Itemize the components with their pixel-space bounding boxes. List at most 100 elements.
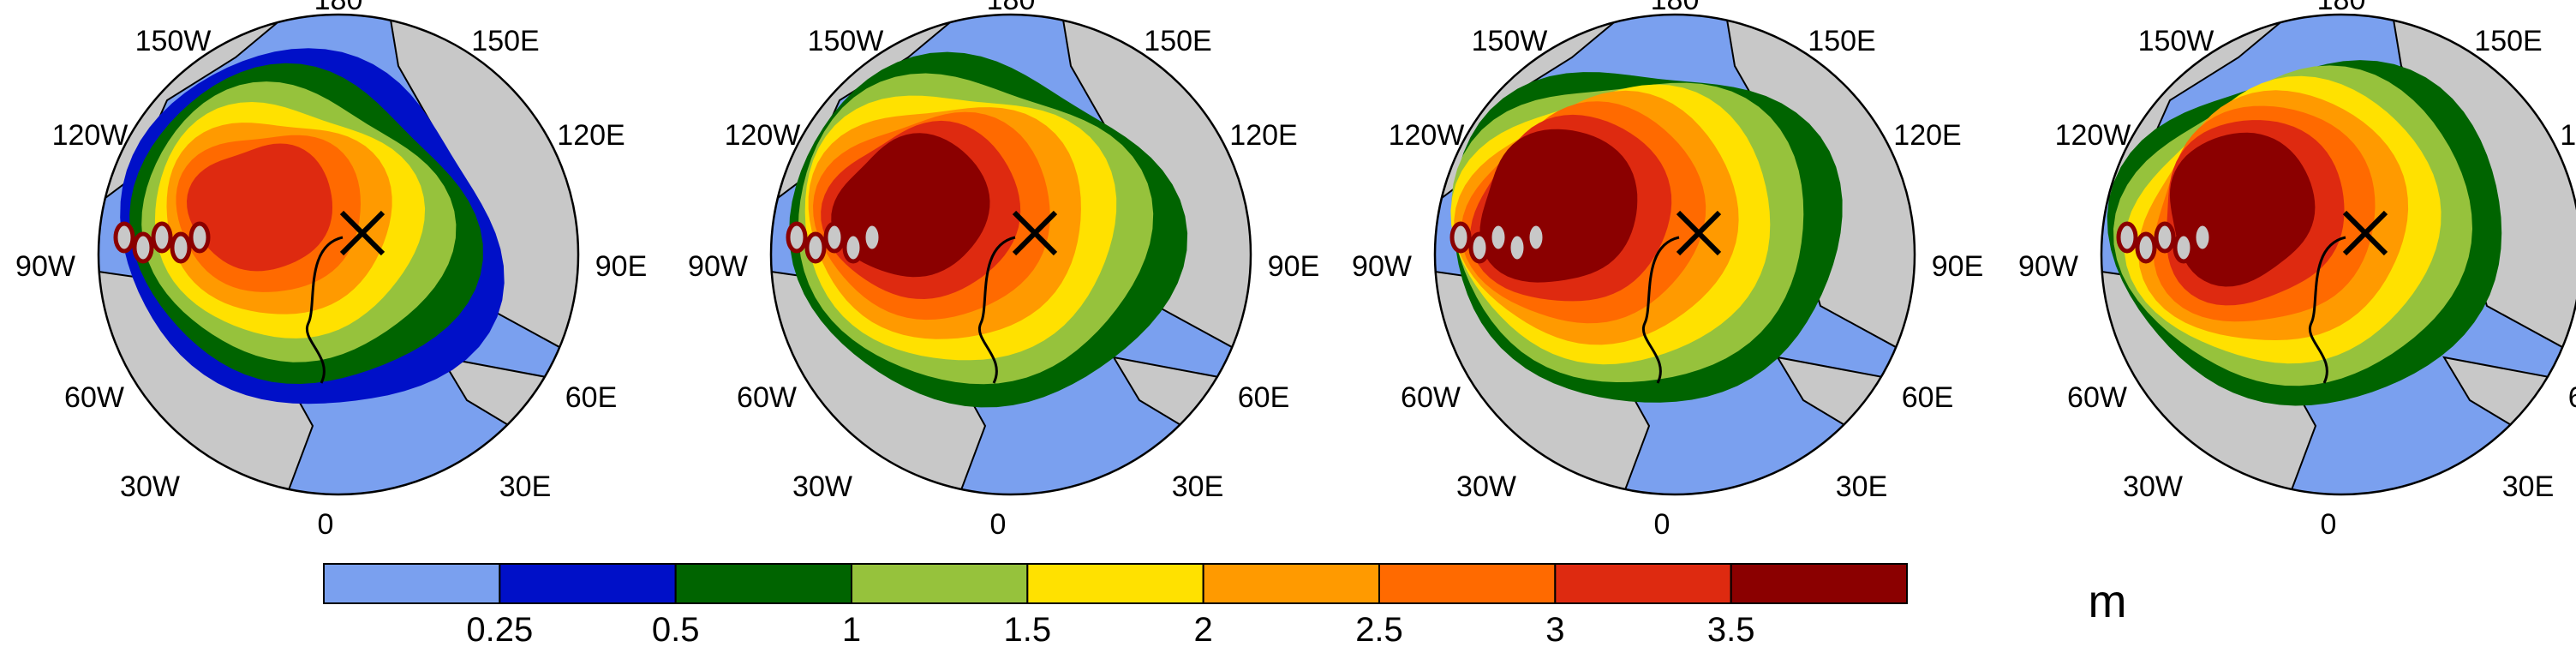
longitude-label: 90W: [688, 250, 748, 283]
archipelago-island: [1487, 221, 1509, 254]
colorbar-tick-label: 1.5: [1004, 611, 1052, 649]
longitude-label: 0: [1654, 508, 1671, 541]
longitude-label: 30W: [792, 470, 852, 503]
longitude-label: 150W: [1472, 25, 1548, 57]
colorbar-swatch: [1026, 563, 1204, 604]
colorbar: 0.25 0.5 1 1.5 2 2.5 3 3.5 m: [323, 563, 2127, 649]
archipelago-island: [2116, 221, 2138, 254]
colorbar-tick-label: 2.5: [1355, 611, 1403, 649]
longitude-label: 120W: [1389, 119, 1465, 152]
longitude-label: 60W: [2067, 381, 2127, 414]
colorbar-tick-label: 0.5: [652, 611, 700, 649]
longitude-label: 150W: [808, 25, 884, 57]
drift-track: [977, 236, 1016, 384]
longitude-label: 120E: [1229, 119, 1297, 152]
colorbar-swatch: [323, 563, 501, 604]
longitude-label: 30W: [1456, 470, 1516, 503]
map-boundary: [2100, 13, 2576, 496]
longitude-label: 30E: [2502, 470, 2555, 503]
longitude-label: 60E: [1238, 381, 1290, 414]
longitude-label: 0: [2321, 508, 2337, 541]
polar-map-panel-2: 180 150E 120E 90E 60E 30E 0 30W 60W 90W 120W 150W: [688, 0, 1319, 541]
archipelago-island: [1525, 221, 1547, 254]
longitude-label: 60E: [2568, 381, 2576, 414]
colorbar-tick-label: 2: [1194, 611, 1213, 649]
map-boundary: [769, 13, 1252, 496]
longitude-label: 120W: [725, 119, 801, 152]
map-boundary: [97, 13, 580, 496]
longitude-label: 60E: [1902, 381, 1954, 414]
archipelago-island: [786, 221, 808, 254]
archipelago-island: [2173, 231, 2195, 264]
longitude-label: 120W: [52, 119, 129, 152]
longitude-label: 180: [1651, 0, 1700, 16]
ice-thickness-contour: [187, 143, 332, 272]
colorbar-unit-label: m: [2089, 576, 2127, 627]
archipelago-island: [861, 221, 883, 254]
longitude-label: 180: [2317, 0, 2366, 16]
colorbar-swatch: [1378, 563, 1557, 604]
longitude-label: 150E: [471, 25, 539, 57]
polar-map-panel-1: 180 150E 120E 90E 60E 30E 0 30W 60W 90W 120W 150W: [15, 0, 647, 541]
archipelago-island: [2154, 221, 2176, 254]
longitude-label: 150W: [2138, 25, 2214, 57]
archipelago-island: [804, 231, 827, 264]
longitude-label: 60E: [565, 381, 618, 414]
longitude-label: 60W: [737, 381, 797, 414]
longitude-label: 120E: [1893, 119, 1961, 152]
longitude-label: 90W: [15, 250, 75, 283]
colorbar-tick-label: 0.25: [466, 611, 533, 649]
archipelago-island: [113, 221, 135, 254]
longitude-label: 90W: [2018, 250, 2078, 283]
colorbar-swatch: [1554, 563, 1732, 604]
longitude-label: 90E: [1932, 250, 1984, 283]
longitude-label: 30W: [120, 470, 180, 503]
map-boundary: [1433, 13, 1916, 496]
drift-track: [305, 236, 344, 384]
colorbar-swatch: [499, 563, 677, 604]
polar-map-panel-3: 180 150E 120E 90E 60E 30E 0 30W 60W 90W 120W 150W: [1352, 0, 1983, 541]
drift-track: [1641, 236, 1680, 384]
archipelago-island: [1449, 221, 1472, 254]
archipelago-island: [170, 231, 192, 264]
longitude-label: 90W: [1352, 250, 1412, 283]
longitude-label: 120E: [557, 119, 625, 152]
longitude-label: 60W: [64, 381, 124, 414]
longitude-label: 90E: [1268, 250, 1320, 283]
longitude-label: 120E: [2560, 119, 2576, 152]
longitude-label: 150W: [135, 25, 212, 57]
colorbar-tick-label: 3.5: [1707, 611, 1755, 649]
colorbar-tick-label: 3: [1545, 611, 1564, 649]
archipelago-island: [1468, 231, 1491, 264]
colorbar-swatch: [851, 563, 1029, 604]
archipelago-island: [842, 231, 864, 264]
position-marker-x: [1676, 210, 1722, 256]
archipelago-island: [2135, 231, 2157, 264]
longitude-label: 150E: [1144, 25, 1211, 57]
position-marker-x: [339, 210, 386, 256]
longitude-label: 30W: [2123, 470, 2183, 503]
longitude-label: 180: [987, 0, 1036, 16]
colorbar-swatch: [674, 563, 853, 604]
longitude-label: 90E: [595, 250, 648, 283]
longitude-label: 0: [318, 508, 334, 541]
archipelago-island: [132, 231, 154, 264]
position-marker-x: [2342, 210, 2388, 256]
archipelago-island: [151, 221, 173, 254]
archipelago-island: [2191, 221, 2214, 254]
longitude-label: 30E: [1172, 470, 1224, 503]
longitude-label: 30E: [499, 470, 552, 503]
drift-track: [2308, 236, 2346, 384]
longitude-label: 0: [990, 508, 1007, 541]
position-marker-x: [1012, 210, 1058, 256]
archipelago-island: [823, 221, 846, 254]
colorbar-swatch: [1730, 563, 1908, 604]
archipelago-island: [188, 221, 211, 254]
colorbar-swatch: [1202, 563, 1380, 604]
longitude-label: 30E: [1836, 470, 1888, 503]
longitude-label: 60W: [1401, 381, 1461, 414]
longitude-label: 150E: [2474, 25, 2542, 57]
colorbar-tick-label: 1: [842, 611, 861, 649]
